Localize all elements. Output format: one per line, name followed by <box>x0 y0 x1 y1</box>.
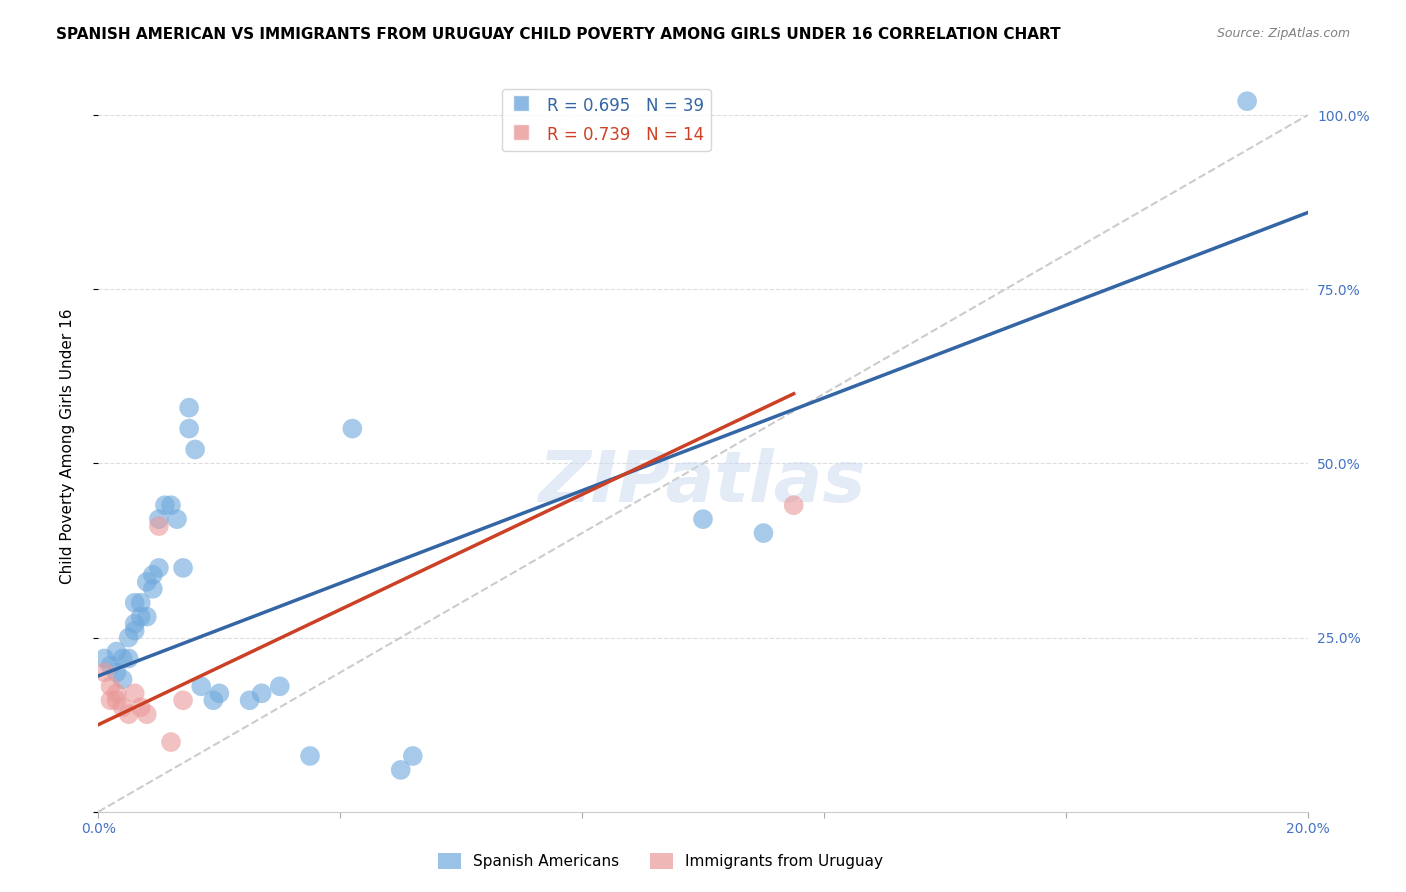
Point <box>111 673 134 687</box>
Point <box>105 693 128 707</box>
Point <box>100 693 122 707</box>
Text: ZIPatlas: ZIPatlas <box>540 448 866 517</box>
Point <box>124 624 146 638</box>
Point <box>93 651 115 665</box>
Point <box>129 609 152 624</box>
Text: SPANISH AMERICAN VS IMMIGRANTS FROM URUGUAY CHILD POVERTY AMONG GIRLS UNDER 16 C: SPANISH AMERICAN VS IMMIGRANTS FROM URUG… <box>56 27 1062 42</box>
Point <box>692 512 714 526</box>
Point <box>184 442 207 457</box>
Y-axis label: Child Poverty Among Girls Under 16: Child Poverty Among Girls Under 16 <box>60 309 75 583</box>
Point <box>135 707 157 722</box>
Point <box>118 707 141 722</box>
Point <box>208 686 231 700</box>
Point <box>105 686 128 700</box>
Point <box>111 651 134 665</box>
Point <box>402 749 425 764</box>
Point <box>135 574 157 589</box>
Point <box>389 763 412 777</box>
Point <box>299 749 322 764</box>
Point <box>752 526 775 541</box>
Point <box>342 421 364 435</box>
Point <box>172 693 194 707</box>
Point <box>239 693 262 707</box>
Point <box>142 582 165 596</box>
Text: Source: ZipAtlas.com: Source: ZipAtlas.com <box>1216 27 1350 40</box>
Point <box>105 644 128 658</box>
Point <box>160 498 183 512</box>
Legend: Spanish Americans, Immigrants from Uruguay: Spanish Americans, Immigrants from Urugu… <box>432 847 890 875</box>
Point <box>100 658 122 673</box>
Point <box>111 700 134 714</box>
Point <box>93 665 115 680</box>
Point <box>153 498 176 512</box>
Point <box>1236 94 1258 108</box>
Point <box>250 686 273 700</box>
Point <box>135 609 157 624</box>
Point <box>179 421 201 435</box>
Point <box>160 735 183 749</box>
Point <box>142 567 165 582</box>
Point <box>118 651 141 665</box>
Point <box>148 512 170 526</box>
Point <box>190 679 212 693</box>
Point <box>202 693 225 707</box>
Legend: R = 0.695   N = 39, R = 0.739   N = 14: R = 0.695 N = 39, R = 0.739 N = 14 <box>502 88 710 151</box>
Point <box>129 596 152 610</box>
Point <box>105 665 128 680</box>
Point <box>166 512 188 526</box>
Point <box>783 498 806 512</box>
Point <box>124 686 146 700</box>
Point <box>179 401 201 415</box>
Point <box>129 700 152 714</box>
Point <box>269 679 291 693</box>
Point <box>172 561 194 575</box>
Point <box>124 596 146 610</box>
Point <box>124 616 146 631</box>
Point <box>148 519 170 533</box>
Point <box>100 679 122 693</box>
Point <box>118 631 141 645</box>
Point <box>148 561 170 575</box>
